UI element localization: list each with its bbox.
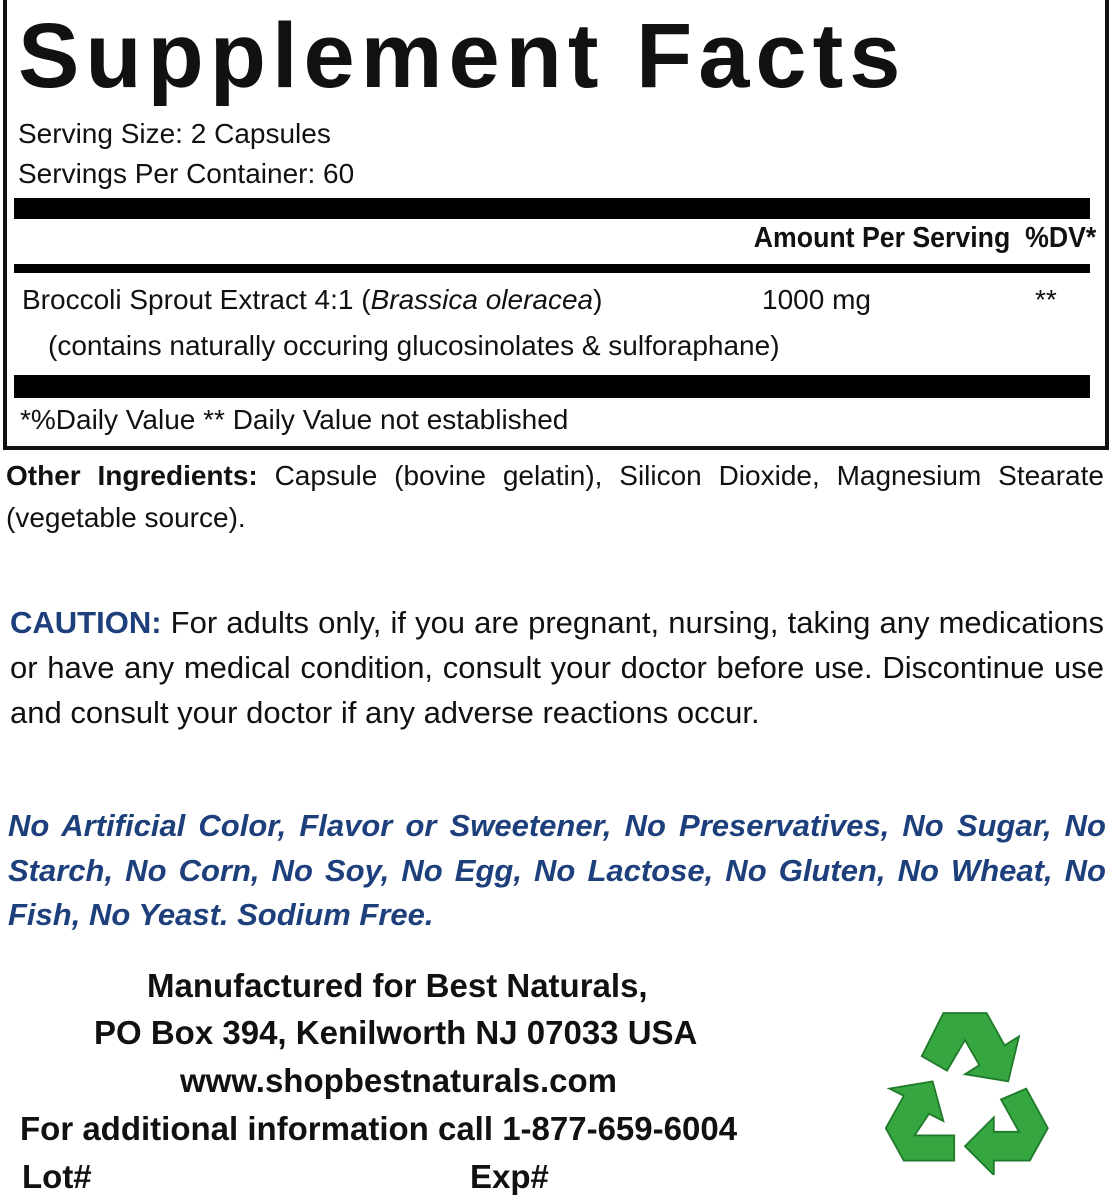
servings-per-container: Servings Per Container: 60 (18, 158, 355, 189)
header-dv: %DV* (1024, 222, 1096, 254)
footnote: *%Daily Value ** Daily Value not establi… (20, 404, 569, 435)
panel-title: Supplement Facts (18, 5, 907, 107)
other-ingredients-text: Capsule (bovine gelatin), Silicon Dioxid… (6, 460, 1104, 533)
lot-label: Lot# (22, 1158, 92, 1195)
thin-divider (14, 264, 1090, 273)
caution: CAUTION: For adults only, if you are pre… (10, 600, 1104, 735)
serving-size: Serving Size: 2 Capsules (18, 118, 331, 149)
thick-divider (14, 198, 1090, 219)
header-amount: Amount Per Serving (753, 222, 1010, 254)
ingredient-latin: Brassica oleracea (370, 284, 594, 315)
ingredient-dv: ** (1035, 284, 1057, 315)
caution-text: For adults only, if you are pregnant, nu… (10, 605, 1104, 730)
ingredient-name: Broccoli Sprout Extract 4:1 (Brassica ol… (22, 283, 602, 317)
manufacturer-line2: PO Box 394, Kenilworth NJ 07033 USA (94, 1014, 698, 1051)
other-ingredients-label: Other Ingredients: (6, 460, 258, 491)
recycle-icon (884, 1012, 1049, 1175)
ingredient-amount: 1000 mg (762, 284, 871, 315)
manufacturer-line1: Manufactured for Best Naturals, (147, 967, 648, 1004)
ingredient-label: Broccoli Sprout Extract 4:1 ( (22, 284, 371, 315)
free-from-list: No Artificial Color, Flavor or Sweetener… (8, 808, 1106, 932)
manufacturer-website: www.shopbestnaturals.com (180, 1062, 618, 1099)
other-ingredients: Other Ingredients: Capsule (bovine gelat… (6, 455, 1104, 539)
thick-divider (14, 375, 1090, 398)
caution-label: CAUTION: (10, 605, 162, 640)
exp-label: Exp# (470, 1158, 549, 1195)
header-amount-dv: Amount Per Serving %DV* (754, 222, 1096, 255)
ingredient-close: ) (593, 284, 603, 315)
manufacturer-phone: For additional information call 1-877-65… (20, 1110, 738, 1147)
supplement-facts-panel (3, 0, 1109, 450)
ingredient-note: (contains naturally occuring glucosinola… (48, 330, 780, 361)
